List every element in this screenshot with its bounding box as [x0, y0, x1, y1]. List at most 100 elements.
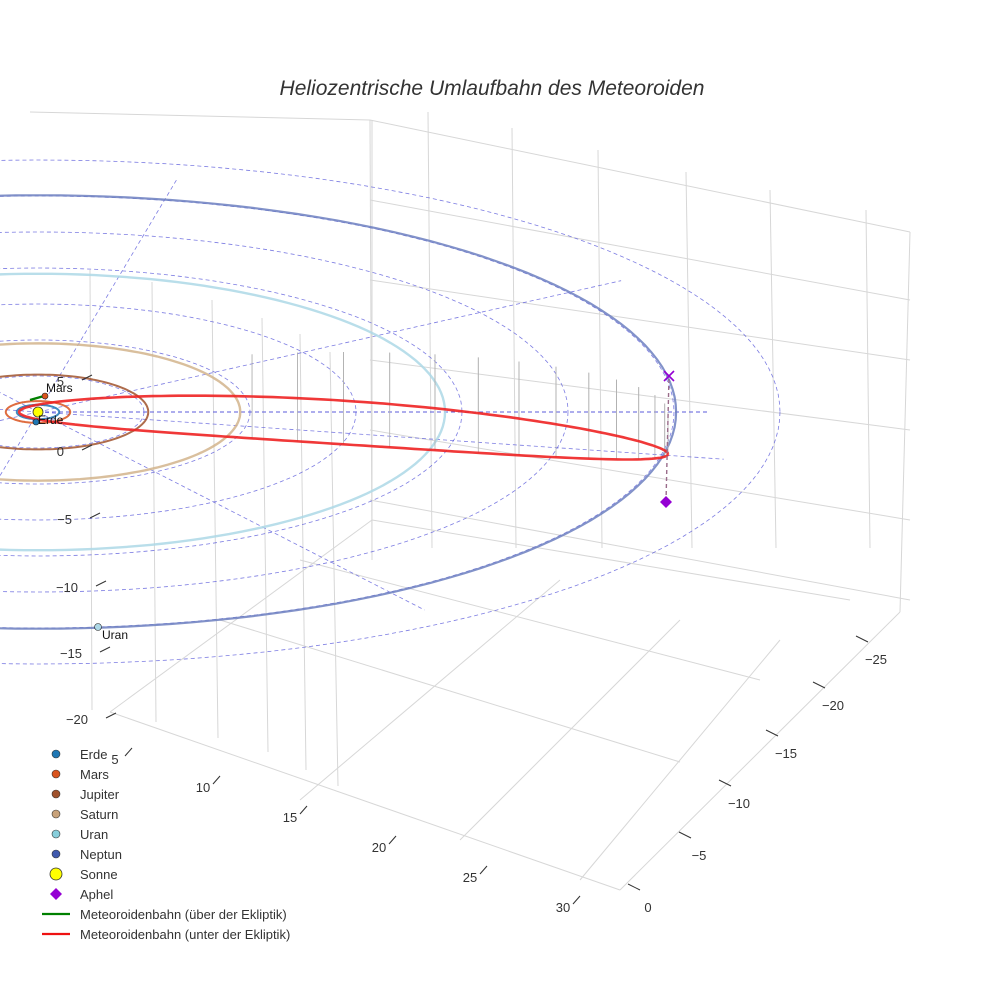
grid-line	[109, 711, 621, 891]
x-tick-label: 15	[283, 810, 297, 825]
y-tick-label: −15	[775, 746, 797, 761]
axis-ticks: 5 0 −5 −10 −15 −20 5 10 15 20 25 30 0 −5 −10 −15 −20 −25	[56, 374, 887, 915]
grid-line	[109, 519, 373, 713]
x-tick-label: 10	[196, 780, 210, 795]
planet-erde	[32, 418, 40, 426]
orbit-erde	[15, 403, 61, 421]
ecliptic-spoke	[37, 178, 178, 413]
grid-line	[899, 231, 911, 613]
grid-line	[459, 619, 681, 841]
z-tick-label: 0	[57, 444, 64, 459]
y-tick-mark	[812, 681, 826, 689]
ecliptic-spoke	[37, 280, 622, 413]
ecliptic-ring	[0, 375, 145, 449]
legend-item[interactable]: Sonne	[49, 867, 118, 882]
y-tick-mark	[678, 831, 692, 839]
grid-line	[427, 111, 433, 549]
legend-item[interactable]: Mars	[51, 767, 109, 782]
legend-swatch	[49, 867, 63, 881]
legend-label: Meteoroidenbahn (unter der Ekliptik)	[80, 927, 290, 942]
meteoroid-orbit	[17, 394, 670, 461]
grid-line	[865, 209, 871, 549]
aphelion-projection-marker	[663, 370, 675, 382]
grid-line	[685, 171, 693, 549]
sun-marker	[32, 406, 44, 418]
z-tick-mark	[81, 374, 93, 381]
grid-line	[219, 619, 681, 763]
ecliptic-spoke	[0, 392, 39, 413]
y-tick-label: −10	[728, 796, 750, 811]
grid-lines	[29, 111, 911, 891]
legend-swatch	[51, 829, 61, 839]
legend-swatch	[51, 749, 61, 759]
x-tick-label: 25	[463, 870, 477, 885]
chart-title: Heliozentrische Umlaufbahn des Meteoroid…	[280, 77, 705, 100]
legend-item[interactable]: Saturn	[51, 807, 118, 822]
legend-item[interactable]: Aphel	[50, 887, 113, 902]
y-tick-label: −20	[822, 698, 844, 713]
y-tick-label: 0	[644, 900, 651, 915]
grid-line	[151, 281, 157, 723]
legend-swatch	[51, 809, 61, 819]
legend-label: Aphel	[80, 887, 113, 902]
legend-swatch	[51, 849, 61, 859]
legend-swatch	[51, 769, 61, 779]
legend-label: Sonne	[80, 867, 118, 882]
z-tick-mark	[105, 712, 117, 719]
orbit-uran	[0, 272, 447, 552]
legend-item[interactable]: Neptun	[51, 847, 122, 862]
legend: Erde Mars Jupiter Saturn Uran Neptun Sonne Aphe…	[42, 747, 290, 942]
grid-line	[369, 279, 911, 361]
legend-swatch	[51, 789, 61, 799]
ecliptic-spoke	[37, 411, 724, 460]
y-tick-label: −5	[692, 848, 707, 863]
y-tick-mark	[765, 729, 779, 737]
legend-item[interactable]: Meteoroidenbahn (über der Ekliptik)	[42, 907, 287, 922]
grid-line	[369, 359, 911, 431]
grid-line	[299, 333, 307, 771]
x-tick-label: 5	[111, 752, 118, 767]
x-tick-mark	[479, 865, 488, 875]
markers: Mars Erde Uran	[32, 370, 675, 642]
legend-item[interactable]: Meteoroidenbahn (unter der Ekliptik)	[42, 927, 290, 942]
legend-label: Jupiter	[80, 787, 120, 802]
legend-swatch	[50, 888, 62, 900]
ecliptic-spoke	[37, 411, 425, 611]
grid-line	[299, 559, 761, 681]
planet-mars	[41, 392, 49, 400]
z-tick-label: −10	[56, 580, 78, 595]
grid-line	[619, 611, 901, 891]
x-tick-mark	[299, 805, 308, 815]
grid-line	[369, 499, 911, 601]
ecliptic-ring	[0, 303, 357, 521]
ecliptic-ring	[0, 231, 569, 593]
grid-line	[511, 127, 517, 549]
planet-label-erde: Erde	[38, 413, 64, 427]
legend-item[interactable]: Erde	[51, 747, 107, 762]
meteoroid-orbit-above	[29, 394, 45, 402]
z-tick-mark	[89, 512, 101, 519]
aphelion-marker	[660, 496, 672, 508]
planet-label-uran: Uran	[102, 628, 128, 642]
z-tick-label: −20	[66, 712, 88, 727]
legend-label: Uran	[80, 827, 108, 842]
grid-line	[299, 579, 561, 801]
legend-label: Mars	[80, 767, 109, 782]
ecliptic-spoke	[0, 411, 39, 421]
legend-item[interactable]: Uran	[51, 827, 108, 842]
planet-uran	[94, 623, 102, 631]
orbit-neptun	[0, 194, 678, 630]
y-tick-mark	[855, 635, 869, 643]
z-tick-mark	[95, 580, 107, 587]
y-tick-mark	[627, 883, 641, 891]
grid-line	[369, 429, 911, 521]
legend-label: Meteoroidenbahn (über der Ekliptik)	[80, 907, 287, 922]
x-tick-label: 20	[372, 840, 386, 855]
aphelion-drop-line	[665, 375, 670, 503]
grid-line	[769, 189, 777, 549]
legend-item[interactable]: Jupiter	[51, 787, 120, 802]
grid-line	[371, 519, 851, 601]
ecliptic-spoke	[0, 411, 39, 477]
grid-line	[29, 111, 371, 121]
orbit-saturn	[0, 342, 242, 482]
